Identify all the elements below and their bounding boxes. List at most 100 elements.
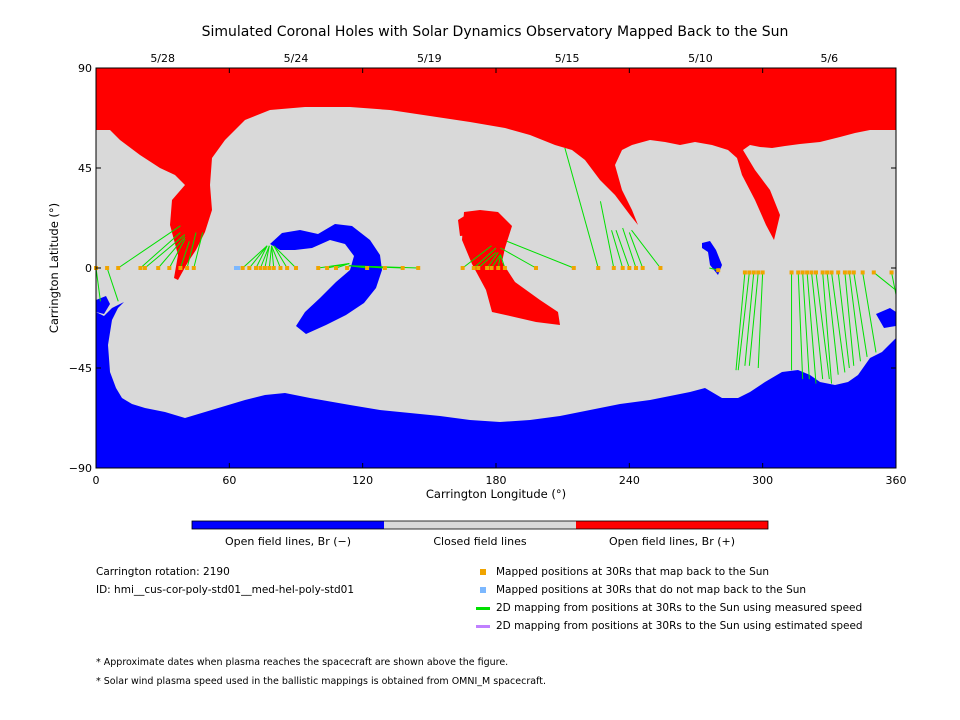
carrington-rotation: Carrington rotation: 2190 (96, 566, 230, 578)
mapping-line (106, 267, 119, 302)
mapped-point (294, 266, 298, 270)
y-axis-label: Carrington Latitude (°) (47, 203, 61, 333)
mapped-point (116, 266, 121, 270)
mapping-line (462, 245, 492, 269)
mapping-line (497, 254, 501, 269)
mapped-point (240, 266, 245, 270)
mapped-point (285, 266, 290, 270)
legend-mapped-label: Mapped positions at 30Rs that map back t… (496, 566, 770, 578)
mapped-point (760, 270, 765, 275)
legend-measured-label: 2D mapping from positions at 30Rs to the… (496, 602, 863, 614)
mapping-line (273, 245, 288, 269)
mapped-point (796, 270, 801, 275)
y-tick-label: 45 (78, 162, 92, 175)
colorbar-segment (576, 521, 768, 529)
mapped-point (742, 270, 747, 275)
mapped-point (278, 266, 283, 270)
mapped-point (634, 266, 638, 270)
colorbar: Open field lines, Br (−) Closed field lin… (191, 520, 769, 548)
mapping-line (268, 245, 273, 269)
top-date-label: 5/15 (555, 52, 580, 65)
mapping-line (193, 232, 204, 269)
mapped-point (271, 266, 276, 270)
mapping-line (748, 272, 759, 366)
x-tick-label: 180 (486, 474, 507, 487)
mapped-point (751, 270, 756, 275)
legend-estimated: 2D mapping from positions at 30Rs to the… (476, 620, 863, 632)
mapping-line (735, 272, 746, 371)
mapping-line (144, 234, 186, 269)
y-tick-label: −45 (69, 362, 92, 375)
mapping-line (271, 245, 275, 269)
mapping-line (599, 201, 615, 269)
mapped-point (502, 266, 507, 270)
mapping-line (837, 272, 850, 369)
mapping-line (862, 272, 877, 353)
mapping-line (891, 272, 897, 295)
mapped-point (185, 266, 190, 270)
mapping-line (179, 241, 190, 269)
mapped-point (851, 270, 856, 275)
mapped-point (836, 270, 841, 275)
mapping-line (499, 254, 506, 269)
mapped-point (476, 266, 481, 270)
mapping-line (797, 272, 804, 380)
top-date-label: 5/6 (820, 52, 838, 65)
legend-unmapped: Mapped positions at 30Rs that do not map… (480, 584, 806, 596)
top-date-label: 5/28 (150, 52, 175, 65)
mapped-point (800, 270, 805, 275)
negative-region-patch-right (702, 241, 722, 275)
mapped-point (105, 266, 110, 270)
colorbar-label: Closed field lines (433, 535, 527, 548)
mapped-point (325, 266, 330, 270)
mapped-point (471, 266, 476, 270)
legend-measured: 2D mapping from positions at 30Rs to the… (476, 602, 862, 614)
mapped-point (860, 270, 865, 275)
y-tick-label: 90 (78, 62, 92, 75)
mapped-point (258, 266, 263, 270)
note-speed: * Solar wind plasma speed used in the ba… (96, 676, 546, 687)
colorbar-segment (192, 521, 384, 529)
mapped-point (156, 266, 161, 270)
colorbar-label: Open field lines, Br (−) (225, 535, 351, 548)
mapping-line (631, 229, 661, 269)
mapping-line (628, 232, 644, 269)
x-tick-label: 240 (619, 474, 640, 487)
mapped-point (382, 266, 387, 270)
mapping-line (757, 272, 764, 369)
mapped-point (820, 270, 825, 275)
mapped-point-swatch (480, 569, 486, 575)
mapping-line (802, 272, 810, 380)
mapping-line (117, 225, 181, 269)
mapped-point (658, 266, 663, 270)
measured-line-swatch (476, 606, 490, 610)
mapped-point (814, 270, 818, 275)
mapping-line (186, 232, 197, 269)
chart-title: Simulated Coronal Holes with Solar Dynam… (202, 24, 789, 40)
mapping-line (737, 272, 750, 371)
mapping-line (506, 240, 574, 269)
mapped-point (460, 266, 465, 270)
mapped-point (334, 266, 338, 270)
mapping-line (873, 272, 897, 291)
mapped-point (267, 266, 272, 270)
mapped-point (365, 266, 370, 270)
mapped-point (842, 270, 847, 275)
mapping-line (255, 245, 268, 269)
y-tick-label: −90 (69, 462, 92, 475)
mapped-point (534, 266, 538, 270)
unmapped-point (236, 266, 241, 270)
mapped-point (627, 266, 632, 270)
mapping-line (831, 272, 846, 373)
mapped-point (489, 266, 494, 270)
mapped-point (809, 270, 814, 275)
note-dates: * Approximate dates when plasma reaches … (96, 657, 509, 668)
negative-region-patch-left (270, 224, 382, 334)
top-date-labels: 5/28 5/24 5/19 5/15 5/10 5/6 (150, 52, 838, 72)
mapping-line (615, 230, 630, 269)
mapping-line (500, 247, 537, 269)
positive-region-patch-center (462, 210, 560, 325)
colorbar-label: Open field lines, Br (+) (609, 535, 735, 548)
mapped-point (247, 266, 252, 270)
mapping-line (815, 272, 830, 380)
